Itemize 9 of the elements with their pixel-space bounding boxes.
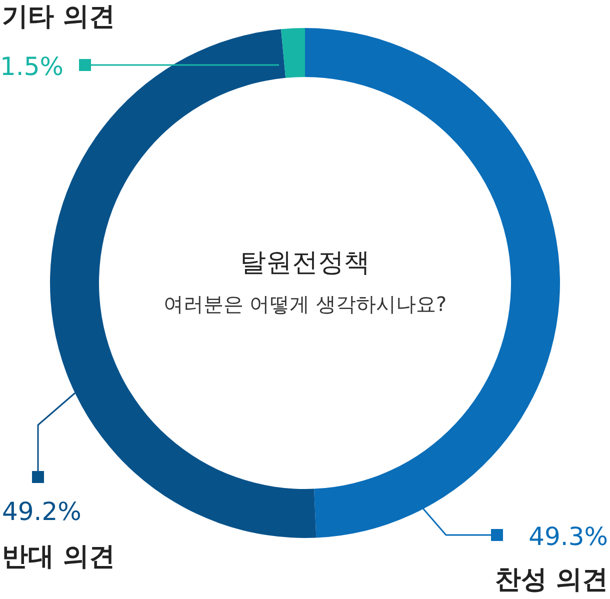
donut-slice (281, 28, 305, 78)
data-label: 49.3% (528, 522, 608, 551)
data-label: 49.2% (2, 497, 82, 526)
slice-label: 반대 의견 (2, 542, 116, 572)
slice-label: 기타 의견 (2, 2, 116, 32)
data-label: 1.5% (0, 52, 64, 81)
text: 여러분은 어떻게 생각하시나요? (163, 292, 447, 316)
text: 탈원전정책 (240, 248, 370, 278)
legend-label: 찬성 의견 (494, 565, 608, 595)
